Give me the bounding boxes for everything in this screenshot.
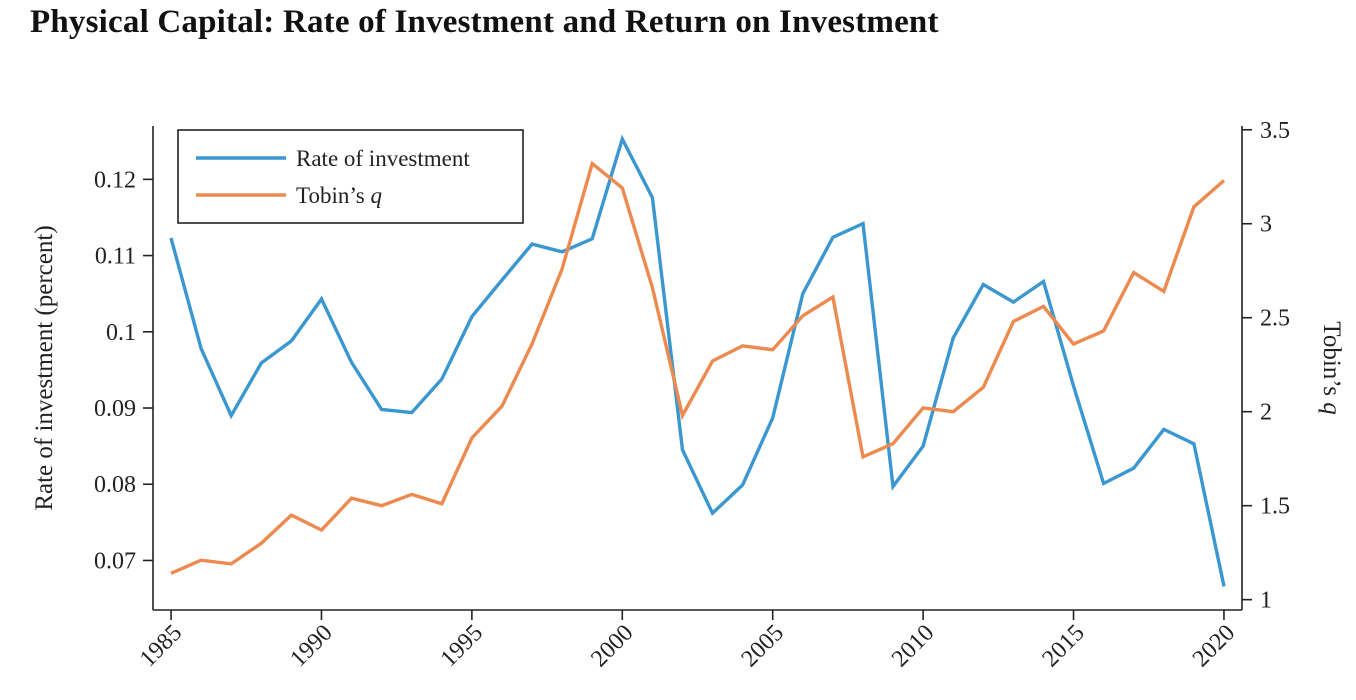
x-tick-label: 1985 [135,620,187,672]
y2-tick-label: 1.5 [1260,494,1290,520]
y-tick-label: 0.09 [94,396,136,422]
x-tick-label: 2015 [1037,620,1089,672]
y2-tick-label: 1 [1260,588,1272,614]
series-lines [169,134,1226,587]
y2-axis-title: Tobin’s q [1318,321,1345,414]
x-tick-label: 2020 [1188,620,1240,672]
x-tick-label: 2010 [887,620,939,672]
y2-tick-label: 3 [1260,212,1272,238]
x-tick-label: 1990 [285,620,337,672]
y-tick-label: 0.1 [106,320,136,346]
legend-label-tobins-q: Tobin’s q [296,183,382,208]
chart-title: Physical Capital: Rate of Investment and… [30,4,939,40]
y2-tick-label: 2 [1260,400,1272,426]
y-tick-label: 0.07 [94,548,136,574]
x-tick-label: 1995 [436,620,488,672]
y-tick-label: 0.08 [94,472,136,498]
y-axis-title: Rate of investment (percent) [31,225,58,510]
x-tick-label: 2005 [737,620,789,672]
axes: 0.07 0.08 0.09 0.1 0.11 0.12 1 1.5 2 2.5 3 3.5 1985 1… [31,118,1345,672]
legend-label-rate-of-investment: Rate of investment [296,146,470,171]
series-line-rate-of-investment [169,134,1226,587]
y2-tick-label: 3.5 [1260,118,1290,144]
series-line-tobin-s-q [170,160,1226,575]
x-tick-label: 2000 [586,620,638,672]
legend-box [177,129,524,224]
legend: Rate of investment Tobin’s q [177,129,524,224]
y-tick-label: 0.11 [95,244,136,270]
y2-tick-label: 2.5 [1260,306,1290,332]
y-tick-label: 0.12 [94,167,136,193]
